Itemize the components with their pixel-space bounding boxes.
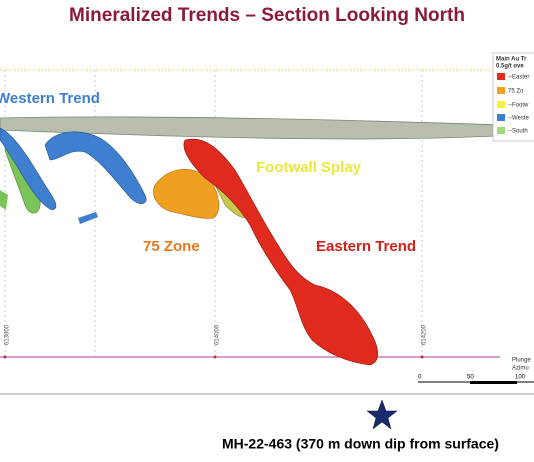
grid-label: 614200 [422,324,428,345]
eastern-trend [183,138,379,366]
scale-bar [470,381,517,384]
legend-item: --Weste [508,116,530,122]
zone-75 [153,169,220,219]
title: Mineralized Trends – Section Looking Nor… [69,5,465,26]
caption: MH-22-463 (370 m down dip from surface) [222,436,499,452]
surface [0,116,534,140]
plunge: Plunge [512,358,531,364]
grid-marker [420,355,424,359]
legend-title: Main Au Tr [496,57,527,63]
legend-swatch [497,101,505,108]
legend-item: --South [508,129,528,135]
legend: Main Au Tr 0.5g/t ove --Easter 75 Zo --F… [492,52,534,142]
legend-swatch [497,87,505,94]
southern-trend [0,190,8,210]
western-trend [44,131,147,204]
label-eastern: Eastern Trend [316,238,416,255]
western-trend [78,212,98,224]
azimuth: Azimu [512,366,529,372]
legend-item: 75 Zo [508,89,524,95]
scale-tick: 100 [515,375,526,381]
grid-marker [3,355,7,359]
label-western: Western Trend [0,90,100,107]
legend-swatch [497,73,505,80]
legend-swatch [497,114,505,121]
scale-tick: 0 [418,375,422,381]
label-footwall: Footwall Splay [256,159,362,176]
western-trend [0,127,57,211]
legend-swatch [497,127,505,134]
drill-hole-star [366,399,398,430]
grid-label: 614000 [215,324,221,345]
scale-tick: 50 [467,375,474,381]
grid-marker [213,355,217,359]
legend-box [492,52,534,142]
legend-title: 0.5g/t ove [496,64,524,70]
legend-item: --Footw [508,103,529,109]
grid-label: 613800 [5,324,11,345]
legend-item: --Easter [508,75,529,81]
label-75: 75 Zone [143,238,200,255]
